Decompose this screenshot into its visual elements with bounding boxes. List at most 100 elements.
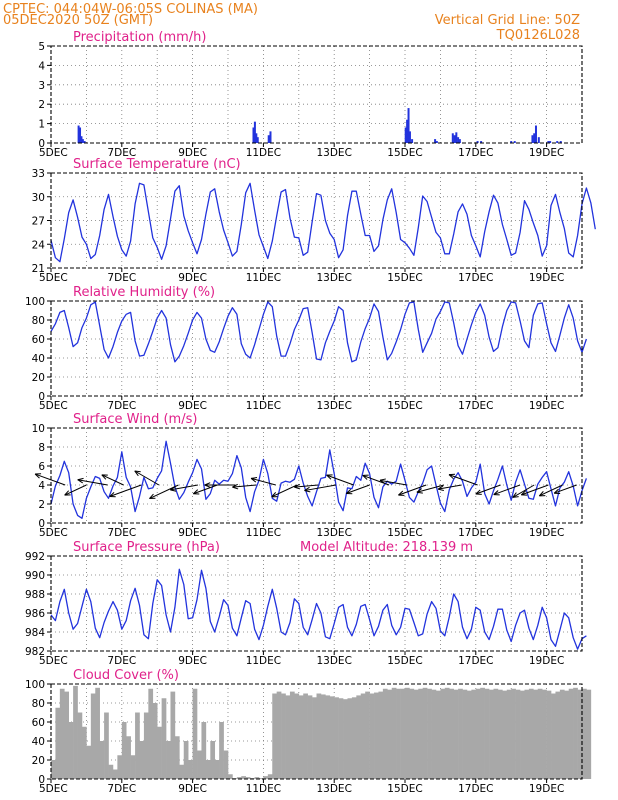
cloud-column xyxy=(148,688,154,779)
temp-x-tick-label: 13DEC xyxy=(316,272,351,284)
cloud-column xyxy=(316,693,322,779)
cloud-column xyxy=(267,774,273,779)
cloud-column xyxy=(413,689,419,779)
pressure-x-tick-label: 15DEC xyxy=(387,655,422,667)
cloud-column xyxy=(582,688,587,779)
cloud-column xyxy=(245,777,251,779)
precip-bar xyxy=(480,141,483,143)
panel-pressure: Surface Pressure (hPa) Model Altitude: 21… xyxy=(25,540,587,667)
cloud-column xyxy=(586,689,592,779)
temp-x-tick-label: 17DEC xyxy=(458,272,493,284)
temp-title: Surface Temperature (nC) xyxy=(73,157,241,172)
precip-x-tick-label: 11DEC xyxy=(246,147,281,159)
cloud-y-tick-label: 60 xyxy=(32,717,45,729)
cloud-x-tick-label: 11DEC xyxy=(246,783,281,795)
cloud-column xyxy=(59,688,65,779)
wind-vector xyxy=(34,473,66,486)
precip-bar xyxy=(547,141,550,143)
precip-bar xyxy=(510,141,513,143)
cloud-column xyxy=(533,689,539,779)
precip-y-tick-label: 3 xyxy=(38,80,45,92)
pressure-series-line xyxy=(50,568,587,650)
precip-bar xyxy=(476,141,479,143)
cloud-column xyxy=(524,689,530,779)
cloud-column xyxy=(99,741,105,779)
cloud-column xyxy=(223,750,229,779)
cloud-column xyxy=(405,687,410,779)
cloud-column xyxy=(449,688,454,779)
cloud-column xyxy=(214,760,220,779)
cloud-column xyxy=(396,688,401,779)
precip-bar xyxy=(537,137,540,143)
precip-frame xyxy=(50,45,583,144)
wind-y-tick-label: 8 xyxy=(38,442,45,454)
cloud-column xyxy=(236,777,242,779)
cloud-column xyxy=(51,760,56,779)
cloud-column xyxy=(81,726,87,779)
precip-x-tick-label: 17DEC xyxy=(458,147,493,159)
cloud-column xyxy=(489,689,494,779)
temp-y-tick-label: 21 xyxy=(32,263,45,275)
cloud-column xyxy=(329,696,335,779)
cloud-column xyxy=(334,697,339,779)
cloud-column xyxy=(68,722,74,779)
precip-bar xyxy=(556,141,559,143)
precip-bar xyxy=(407,108,410,143)
rh-x-tick-label: 9DEC xyxy=(178,400,207,412)
rh-y-tick-label: 80 xyxy=(32,315,45,327)
pressure-y-tick-label: 984 xyxy=(25,627,45,639)
cloud-column xyxy=(520,690,525,779)
wind-vector xyxy=(493,484,521,496)
cloud-column xyxy=(219,722,224,779)
precip-bar xyxy=(451,133,454,143)
cloud-column xyxy=(493,688,499,779)
cloud-column xyxy=(143,712,149,779)
precip-bar xyxy=(531,135,534,143)
precip-bar xyxy=(406,119,409,143)
cloud-x-tick-label: 5DEC xyxy=(39,783,68,795)
precip-x-tick-label: 19DEC xyxy=(529,147,564,159)
temp-x-tick-label: 5DEC xyxy=(39,272,68,284)
wind-vector xyxy=(192,484,218,495)
cloud-column xyxy=(298,695,304,779)
rh-x-tick-label: 7DEC xyxy=(107,400,136,412)
cloud-column xyxy=(497,689,503,779)
wind-vector xyxy=(101,474,124,486)
cloud-column xyxy=(573,687,578,779)
cloud-column xyxy=(515,689,521,779)
cloud-y-tick-label: 20 xyxy=(32,755,45,767)
cloud-column xyxy=(511,688,516,779)
precip-bar xyxy=(81,139,84,143)
pressure-x-tick-label: 5DEC xyxy=(39,655,68,667)
cloud-column xyxy=(409,688,415,779)
wind-vector xyxy=(271,484,298,498)
cloud-y-tick-label: 100 xyxy=(25,679,45,691)
wind-vector xyxy=(416,484,445,494)
precip-bar xyxy=(404,127,407,143)
cloud-y-tick-label: 40 xyxy=(32,736,45,748)
wind-vector xyxy=(326,474,354,486)
wind-frame xyxy=(50,427,583,524)
wind-x-tick-label: 11DEC xyxy=(246,527,281,539)
cloud-column xyxy=(422,687,428,779)
cloud-column xyxy=(444,687,450,779)
precip-bar xyxy=(269,131,272,143)
cloud-column xyxy=(528,688,534,779)
cloud-column xyxy=(228,774,233,779)
cloud-column xyxy=(320,694,326,779)
wind-y-tick-label: 10 xyxy=(32,423,45,435)
cloud-column xyxy=(338,698,344,779)
cloud-column xyxy=(458,688,463,779)
cloud-column xyxy=(480,687,485,779)
cloud-column xyxy=(568,688,574,779)
wind-series-line xyxy=(50,440,588,519)
rh-y-tick-label: 20 xyxy=(32,372,45,384)
precip-bar xyxy=(83,141,86,143)
pressure-title: Surface Pressure (hPa) xyxy=(73,540,220,555)
cloud-column xyxy=(374,692,379,779)
cloud-column xyxy=(325,695,331,779)
precip-x-tick-label: 5DEC xyxy=(39,147,68,159)
precip-x-tick-label: 7DEC xyxy=(107,147,136,159)
wind-vector xyxy=(109,484,142,498)
panels-group: Precipitation (mm/h) 0 1 2 3 4 5 5DEC 7DEC 9DEC 11… xyxy=(25,30,596,795)
